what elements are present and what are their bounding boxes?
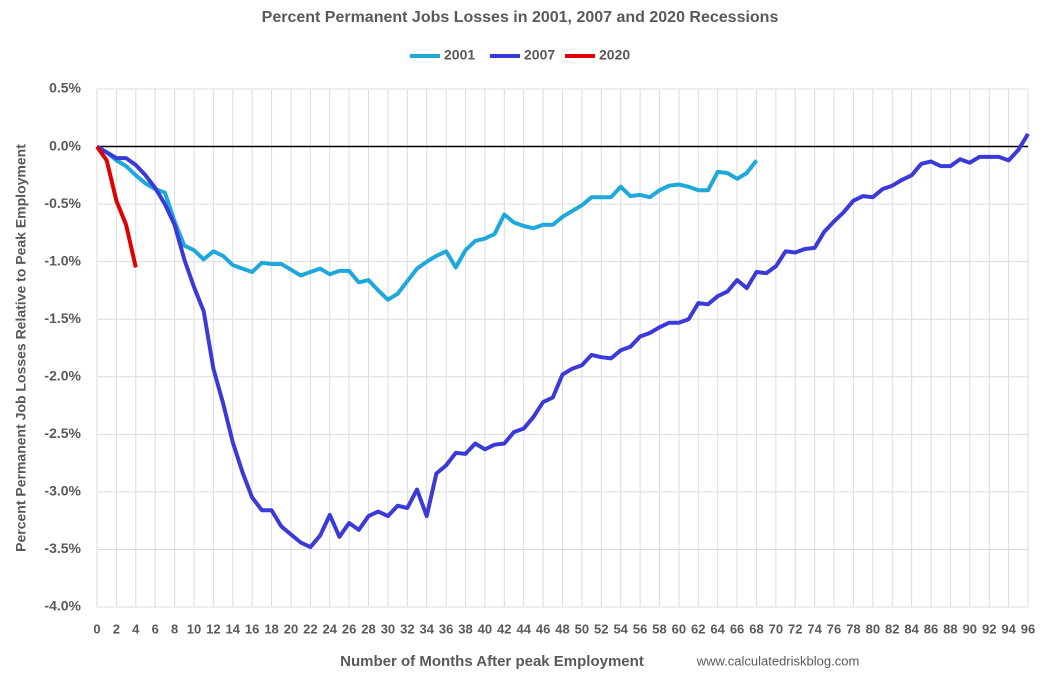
y-tick-label: -2.0% (44, 367, 81, 383)
y-axis-label: Percent Permanent Job Losses Relative to… (13, 144, 29, 552)
x-tick-label: 46 (536, 621, 550, 636)
y-tick-label: -0.5% (44, 195, 81, 211)
x-tick-label: 58 (652, 621, 666, 636)
x-tick-label: 60 (672, 621, 686, 636)
y-tick-label: -3.0% (44, 483, 81, 499)
x-tick-label: 42 (497, 621, 511, 636)
series-line (95, 145, 138, 268)
x-tick-label: 48 (555, 621, 569, 636)
legend-label: 2020 (599, 47, 630, 63)
x-tick-label: 36 (439, 621, 453, 636)
chart-title: Percent Permanent Jobs Losses in 2001, 2… (262, 9, 779, 26)
x-tick-label: 12 (206, 621, 220, 636)
x-tick-label: 24 (323, 621, 338, 636)
x-tick-label: 84 (904, 621, 919, 636)
x-tick-label: 52 (594, 621, 608, 636)
x-tick-label: 14 (226, 621, 241, 636)
x-tick-label: 16 (245, 621, 259, 636)
x-tick-label: 2 (113, 621, 120, 636)
legend-label: 2001 (444, 47, 475, 63)
x-tick-label: 94 (1001, 621, 1016, 636)
x-tick-label: 28 (361, 621, 375, 636)
x-tick-label: 72 (788, 621, 802, 636)
x-tick-label: 32 (400, 621, 414, 636)
y-tick-label: -1.0% (44, 252, 81, 268)
x-tick-label: 56 (633, 621, 647, 636)
x-tick-label: 86 (924, 621, 938, 636)
x-tick-label: 40 (478, 621, 492, 636)
x-tick-label: 6 (152, 621, 159, 636)
x-tick-label: 66 (730, 621, 744, 636)
series-line (95, 144, 759, 302)
x-tick-label: 26 (342, 621, 356, 636)
x-tick-label: 62 (691, 621, 705, 636)
x-tick-label: 64 (710, 621, 725, 636)
x-tick-label: 54 (613, 621, 628, 636)
y-tick-label: -3.5% (44, 540, 81, 556)
x-tick-label: 34 (419, 621, 434, 636)
x-tick-label: 68 (749, 621, 763, 636)
series-line (95, 132, 1030, 550)
x-tick-label: 88 (943, 621, 957, 636)
x-axis-label: Number of Months After peak Employment (340, 653, 644, 670)
x-tick-label: 90 (963, 621, 977, 636)
y-tick-label: -1.5% (44, 310, 81, 326)
x-tick-label: 50 (575, 621, 589, 636)
x-tick-label: 8 (171, 621, 178, 636)
legend-label: 2007 (524, 47, 555, 63)
x-tick-label: 78 (846, 621, 860, 636)
x-tick-label: 10 (187, 621, 201, 636)
source: www.calculatedriskblog.com (696, 653, 860, 668)
y-tick-label: -4.0% (44, 598, 81, 614)
x-tick-label: 30 (381, 621, 395, 636)
x-tick-label: 22 (303, 621, 317, 636)
x-tick-label: 92 (982, 621, 996, 636)
x-tick-label: 82 (885, 621, 899, 636)
x-tick-label: 80 (866, 621, 880, 636)
x-tick-label: 18 (264, 621, 278, 636)
x-tick-label: 70 (769, 621, 783, 636)
y-tick-label: 0.0% (49, 137, 81, 153)
x-tick-label: 96 (1021, 621, 1035, 636)
x-tick-label: 76 (827, 621, 841, 636)
x-tick-label: 20 (284, 621, 298, 636)
x-tick-label: 44 (516, 621, 531, 636)
x-tick-label: 74 (807, 621, 822, 636)
x-tick-label: 0 (93, 621, 100, 636)
x-tick-label: 4 (132, 621, 140, 636)
x-tick-label: 38 (458, 621, 472, 636)
y-tick-label: 0.5% (49, 80, 81, 96)
y-tick-label: -2.5% (44, 425, 81, 441)
